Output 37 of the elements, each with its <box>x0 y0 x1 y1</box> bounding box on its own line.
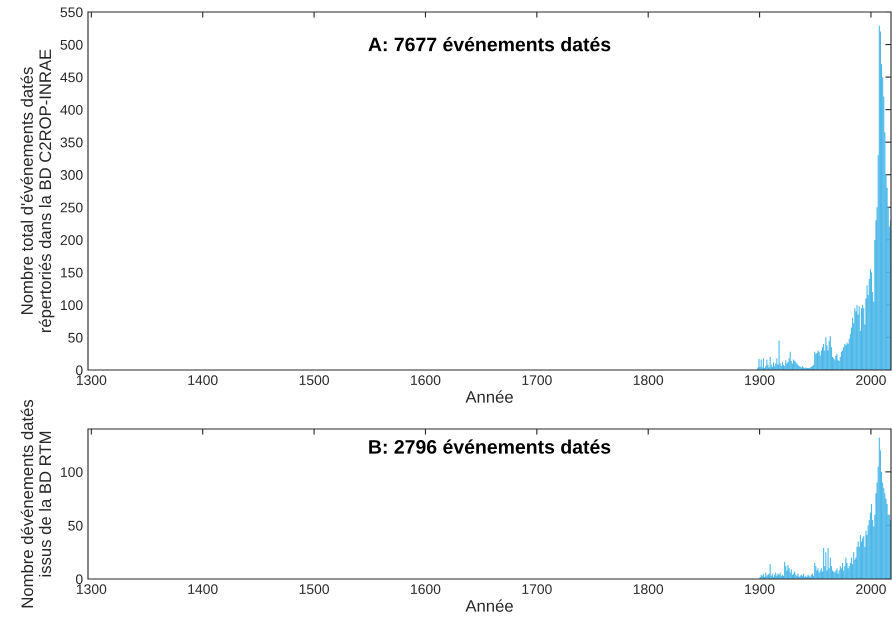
y-tick-label: 300 <box>60 170 83 180</box>
y-tick-label: 0 <box>76 574 83 584</box>
x-tick-label: 2000 <box>856 584 886 594</box>
y-tick-label: 50 <box>68 332 83 343</box>
x-tick-label: 1400 <box>188 375 218 386</box>
y-tick-label: 50 <box>68 520 83 531</box>
x-tick-label: 1500 <box>300 584 329 594</box>
x-tick-label: 1400 <box>188 584 218 594</box>
x-tick-label: 2000 <box>856 375 886 386</box>
x-tick-label: 1500 <box>300 375 329 386</box>
y-axis-title: Nombre total d'événements datés répertoriés dans la BD C2ROP-INRAE <box>20 50 54 332</box>
x-tick-label: 1900 <box>745 584 774 594</box>
x-tick-label: 1900 <box>745 375 774 386</box>
x-tick-label: 1600 <box>411 584 440 594</box>
x-axis-title: Année <box>465 390 513 403</box>
y-tick-label: 150 <box>61 268 83 278</box>
annotation: A: 7677 événements datés <box>368 36 610 52</box>
y-tick-label: 350 <box>60 138 83 148</box>
annotation: B: 2796 événements datés <box>369 439 610 454</box>
y-tick-label: 500 <box>60 40 83 50</box>
y-axis-title: Nombre dévénements datés issus de la BD RTM <box>20 400 52 608</box>
x-tick-label: 1300 <box>76 375 106 386</box>
x-tick-label: 1700 <box>522 584 552 594</box>
x-tick-label: 1800 <box>634 375 664 386</box>
y-tick-label: 200 <box>60 235 83 245</box>
y-tick-label: 450 <box>60 72 83 82</box>
y-tick-label: 0 <box>76 365 83 376</box>
y-tick-label: 400 <box>60 104 83 115</box>
y-tick-label: 100 <box>61 467 83 478</box>
x-tick-label: 1700 <box>522 375 552 386</box>
x-tick-label: 1600 <box>411 375 440 386</box>
y-tick-label: 250 <box>60 202 83 212</box>
x-tick-label: 1300 <box>76 584 106 594</box>
y-tick-label: 550 <box>60 7 83 18</box>
x-tick-label: 1800 <box>634 584 664 594</box>
x-axis-title: Année <box>465 599 513 612</box>
y-tick-label: 100 <box>61 300 83 310</box>
